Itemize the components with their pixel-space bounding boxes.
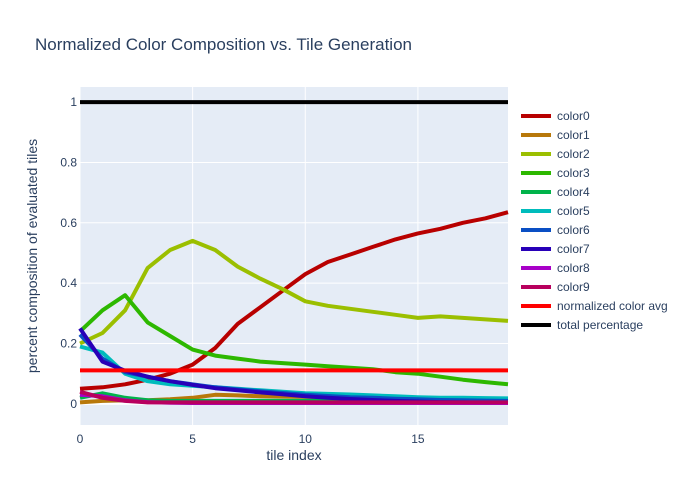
y-tick-label: 0.8 [60,155,77,169]
series-lines [78,100,509,405]
legend-label: color5 [557,204,590,218]
legend-item-total-percentage[interactable]: total percentage [521,318,643,332]
series-line-color9 [79,389,508,405]
legend-label: color8 [557,261,590,275]
legend-item-color4[interactable]: color4 [521,185,590,199]
legend-label: color6 [557,223,590,237]
legend-label: color3 [557,166,590,180]
legend-item-color8[interactable]: color8 [521,261,590,275]
series-line-color3 [78,293,509,387]
y-axis-title: percent composition of evaluated tiles [24,139,40,373]
legend-label: color4 [557,185,590,199]
legend-item-color6[interactable]: color6 [521,223,590,237]
y-axis-ticks: 0 0.2 0.4 0.6 0.8 1 [60,95,77,411]
legend-item-color9[interactable]: color9 [521,280,590,294]
legend-label: color7 [557,242,590,256]
x-tick-label: 0 [77,432,84,446]
y-tick-label: 0.2 [60,337,77,351]
legend-item-color2[interactable]: color2 [521,147,590,161]
chart-title: Normalized Color Composition vs. Tile Ge… [35,35,412,54]
x-tick-label: 15 [411,432,425,446]
x-tick-label: 5 [189,432,196,446]
legend-label: color9 [557,280,590,294]
y-tick-label: 0.4 [60,276,77,290]
legend-item-color5[interactable]: color5 [521,204,590,218]
y-tick-label: 0.6 [60,216,77,230]
series-line-color2 [79,238,509,346]
legend-label: total percentage [557,318,643,332]
legend-label: color1 [557,128,590,142]
legend[interactable]: color0 color1 color2 color3 color4 color5 colo… [521,109,668,332]
y-tick-label: 1 [70,95,77,109]
legend-item-color7[interactable]: color7 [521,242,590,256]
legend-label: color2 [557,147,590,161]
legend-item-color0[interactable]: color0 [521,109,590,123]
legend-label: normalized color avg [557,299,668,313]
legend-label: color0 [557,109,590,123]
legend-item-color3[interactable]: color3 [521,166,590,180]
x-axis-ticks: 0 5 10 15 [77,432,425,446]
x-axis-title: tile index [266,447,321,463]
y-tick-label: 0 [70,397,77,411]
legend-item-normalized-color-avg[interactable]: normalized color avg [521,299,668,313]
x-tick-label: 10 [299,432,313,446]
legend-item-color1[interactable]: color1 [521,128,590,142]
